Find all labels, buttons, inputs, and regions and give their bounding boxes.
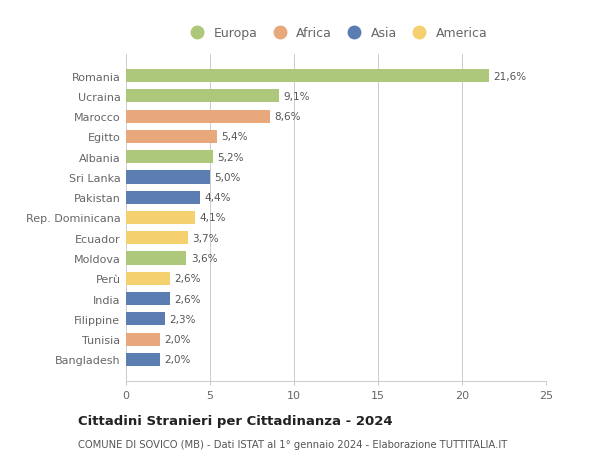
Text: 5,0%: 5,0% (214, 173, 241, 183)
Bar (126, 333, 160, 346)
Bar (126, 212, 195, 224)
Text: 5,2%: 5,2% (218, 152, 244, 162)
Text: 8,6%: 8,6% (275, 112, 301, 122)
Text: 2,6%: 2,6% (174, 294, 200, 304)
Text: 2,6%: 2,6% (174, 274, 200, 284)
Bar (126, 191, 200, 204)
Text: Cittadini Stranieri per Cittadinanza - 2024: Cittadini Stranieri per Cittadinanza - 2… (78, 414, 392, 428)
Bar (126, 353, 160, 366)
Bar (126, 151, 214, 164)
Text: 3,6%: 3,6% (191, 253, 217, 263)
Text: 5,4%: 5,4% (221, 132, 247, 142)
Bar (126, 171, 210, 184)
Text: 2,0%: 2,0% (164, 355, 190, 364)
Bar (126, 313, 164, 326)
Text: 3,7%: 3,7% (193, 233, 219, 243)
Bar (126, 110, 271, 123)
Text: 4,4%: 4,4% (204, 193, 230, 203)
Bar (126, 90, 279, 103)
Text: 2,0%: 2,0% (164, 334, 190, 344)
Text: 2,3%: 2,3% (169, 314, 196, 324)
Bar (126, 130, 217, 144)
Text: 9,1%: 9,1% (283, 92, 310, 102)
Text: 21,6%: 21,6% (493, 72, 526, 81)
Bar (126, 70, 489, 83)
Bar (126, 292, 170, 306)
Bar (126, 252, 187, 265)
Legend: Europa, Africa, Asia, America: Europa, Africa, Asia, America (179, 22, 493, 45)
Text: COMUNE DI SOVICO (MB) - Dati ISTAT al 1° gennaio 2024 - Elaborazione TUTTITALIA.: COMUNE DI SOVICO (MB) - Dati ISTAT al 1°… (78, 440, 507, 449)
Bar (126, 232, 188, 245)
Text: 4,1%: 4,1% (199, 213, 226, 223)
Bar (126, 272, 170, 285)
